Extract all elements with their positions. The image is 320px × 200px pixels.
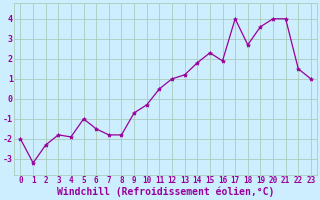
X-axis label: Windchill (Refroidissement éolien,°C): Windchill (Refroidissement éolien,°C) — [57, 187, 274, 197]
